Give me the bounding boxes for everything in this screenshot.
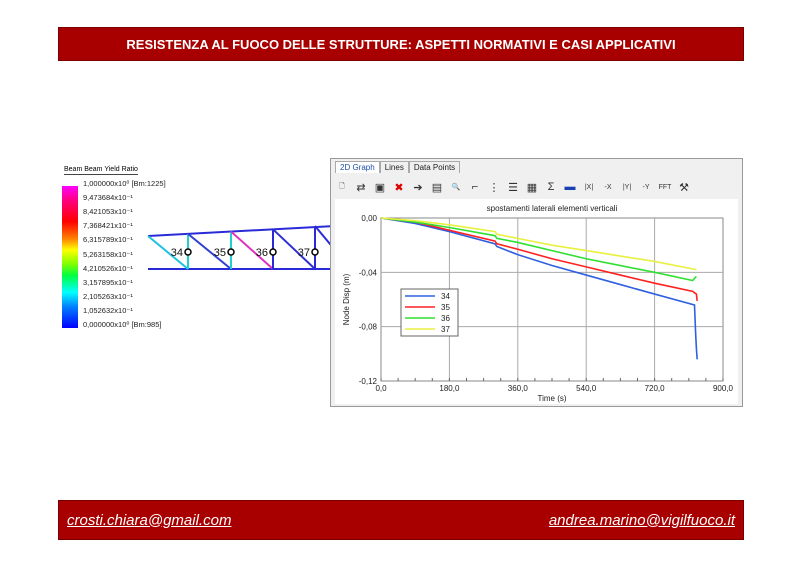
tab-lines[interactable]: Lines [379, 161, 409, 173]
paste-icon[interactable]: ▣ [374, 181, 386, 194]
chart-title: spostamenti laterali elementi verticali [487, 204, 618, 213]
new-icon[interactable]: 🗋 [339, 182, 345, 190]
node-marker [311, 248, 319, 256]
chart-icon[interactable]: ▦ [526, 181, 538, 194]
node-label: 36 [256, 247, 268, 259]
model-legend-title: Beam Beam Yield Ratio [64, 166, 138, 175]
node-label: 35 [214, 247, 226, 259]
abs-y-icon[interactable]: |Y| [622, 183, 632, 191]
y-tick-label: 0,00 [361, 214, 377, 223]
y-tick-label: -0,12 [359, 377, 378, 386]
node-marker [184, 248, 192, 256]
x-tick-label: 0,0 [375, 384, 387, 393]
color-scale-label: 2,105263x10⁻¹ [83, 291, 133, 301]
copy-icon[interactable]: ▤ [431, 181, 443, 194]
color-scale-label: 9,473684x10⁻¹ [83, 193, 133, 203]
plot-panel: spostamenti laterali elementi verticali 0… [335, 199, 738, 404]
sum-icon[interactable]: Σ [547, 181, 555, 193]
x-tick-label: 720,0 [645, 384, 666, 393]
x-tick-label: 900,0 [713, 384, 734, 393]
node-label: 34 [171, 247, 183, 259]
truss-model: 34 35 36 37 [147, 225, 336, 270]
right-email-link[interactable]: andrea.marino@vigilfuoco.it [548, 511, 735, 529]
legend-label: 34 [441, 292, 450, 301]
y-tick-label: -0,08 [359, 323, 378, 332]
y-axis-label: Node Disp (m) [342, 273, 351, 325]
color-scale-bar [62, 186, 78, 328]
left-email-link[interactable]: crosti.chiara@gmail.com [67, 511, 232, 529]
toolbar: 🗋 ⇄ ▣ ✖ ➔ ▤ 🔍 ⌐ ⋮ ☰ ▦ Σ ▬ |X| -X |Y| -Y FFT ⚒ [335, 176, 691, 198]
swap-icon[interactable]: ⇄ [356, 181, 366, 194]
diagonal-member [272, 228, 316, 270]
line-chart: spostamenti laterali elementi verticali 0… [342, 204, 734, 403]
car-icon[interactable]: ▬ [564, 181, 576, 193]
footer-bar: crosti.chiara@gmail.com andrea.marino@vi… [58, 500, 744, 540]
chart-legend [400, 288, 459, 337]
diagonal-member [187, 233, 232, 270]
series-line-36 [380, 217, 697, 282]
diagonal-member [147, 235, 189, 270]
tab-data-points[interactable]: Data Points [408, 161, 461, 173]
color-scale-label: 8,421053x10⁻¹ [83, 207, 133, 217]
legend-label: 35 [441, 303, 450, 312]
hammer-icon[interactable]: ⚒ [679, 181, 689, 194]
diagonal-member [230, 230, 274, 270]
top-chord [147, 225, 336, 237]
fft-icon[interactable]: FFT [658, 183, 672, 191]
x-tick-label: 180,0 [439, 384, 460, 393]
color-scale-label: 1,052632x10⁻¹ [83, 305, 133, 315]
series-line-35 [380, 217, 698, 301]
color-scale-label: 3,157895x10⁻¹ [83, 277, 133, 287]
series-line-37 [380, 217, 697, 271]
abs-x-icon[interactable]: |X| [584, 183, 594, 191]
legend-icon[interactable]: ☰ [508, 181, 518, 194]
color-scale-label: 0,000000x10⁰ [Bm:985] [83, 320, 162, 329]
x-axis-label: Time (s) [537, 394, 566, 403]
legend-label: 36 [441, 314, 450, 323]
node-marker [269, 248, 277, 256]
export-icon[interactable]: ➔ [413, 181, 423, 194]
delete-icon[interactable]: ✖ [394, 181, 404, 194]
tab-bar: 2D Graph Lines Data Points [335, 161, 461, 173]
neg-y-icon[interactable]: -Y [642, 183, 650, 191]
grid-icon[interactable]: ⋮ [488, 181, 500, 194]
x-tick-label: 540,0 [576, 384, 597, 393]
x-tick-label: 360,0 [508, 384, 529, 393]
color-scale-label: 4,210526x10⁻¹ [83, 263, 133, 273]
color-scale-label: 6,315789x10⁻¹ [83, 235, 133, 245]
y-tick-label: -0,04 [359, 268, 378, 277]
preview-icon[interactable]: 🔍 [451, 184, 461, 191]
series-line-34 [380, 217, 698, 360]
node-label: 37 [298, 247, 310, 259]
graph-window: 2D Graph Lines Data Points 🗋 ⇄ ▣ ✖ ➔ ▤ 🔍 ⌐ ⋮ ☰ ▦ Σ ▬ |X… [330, 158, 743, 407]
legend-label: 37 [441, 325, 450, 334]
color-scale-label: 7,368421x10⁻¹ [83, 221, 133, 231]
slide-title: RESISTENZA AL FUOCO DELLE STRUTTURE: ASP… [126, 36, 676, 52]
neg-x-icon[interactable]: -X [604, 183, 612, 191]
node-marker [227, 248, 235, 256]
axes-icon[interactable]: ⌐ [471, 181, 479, 193]
header-bar: RESISTENZA AL FUOCO DELLE STRUTTURE: ASP… [58, 27, 744, 61]
color-scale-label: 5,263158x10⁻¹ [83, 249, 133, 259]
color-scale-label: 1,000000x10⁰ [Bm:1225] [83, 179, 166, 188]
tab-2d-graph[interactable]: 2D Graph [335, 161, 380, 173]
